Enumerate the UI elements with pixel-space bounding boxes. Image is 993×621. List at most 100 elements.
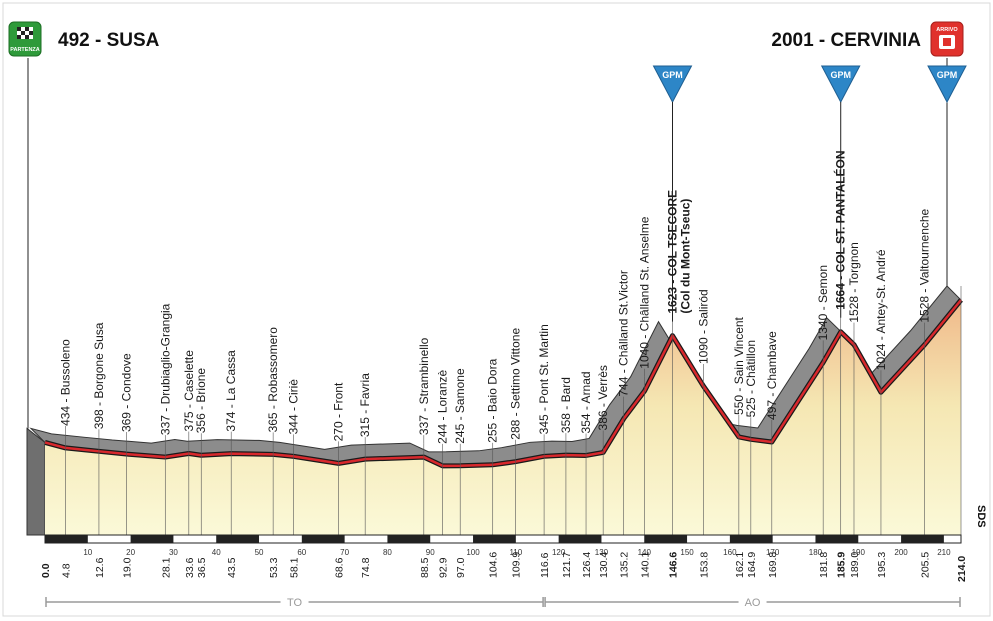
waypoint-label: 345 - Pont St. Martin xyxy=(537,324,551,434)
km-label: 181.8 xyxy=(818,552,830,578)
km-scale-segment xyxy=(301,535,345,543)
waypoint-label: 1040 - Châlland St. Anselme xyxy=(638,216,652,368)
km-label: 162.1 xyxy=(734,552,746,578)
finish-marker: 2001 - CERVINIA ARRIVO xyxy=(771,21,964,57)
region-label: TO xyxy=(287,597,303,609)
km-scale-tick-label: 130 xyxy=(595,548,609,557)
waypoint-label: 434 - Bussoleno xyxy=(59,339,73,426)
km-label: 205.5 xyxy=(920,552,932,578)
km-scale-tick-label: 110 xyxy=(509,548,522,557)
sds-logo: SDS xyxy=(975,505,987,528)
waypoint-label: 315 - Favria xyxy=(358,373,372,437)
km-scale-segment xyxy=(901,535,944,543)
waypoint-label: 255 - Baio Dora xyxy=(486,358,500,442)
km-label: 19.0 xyxy=(121,557,133,578)
waypoint-label: 1090 - Saliród xyxy=(696,289,710,364)
km-scale-segment xyxy=(473,535,516,543)
profile-area xyxy=(45,300,961,535)
km-label: 33.6 xyxy=(184,557,196,578)
km-label: 169.8 xyxy=(767,552,779,578)
km-scale-tick-label: 20 xyxy=(126,548,135,557)
km-scale-tick-label: 190 xyxy=(852,548,866,557)
km-scale-segment xyxy=(558,535,602,543)
km-label: 121.7 xyxy=(561,552,573,578)
km-label: 53.3 xyxy=(268,557,280,578)
km-scale-segment xyxy=(729,535,773,543)
km-scale-tick-label: 70 xyxy=(340,548,349,557)
km-scale-segment xyxy=(130,535,174,543)
km-label: 43.5 xyxy=(226,557,238,578)
gpm-marker-icon xyxy=(927,65,967,104)
waypoint-label: 337 - Drubiaglio-Grangia xyxy=(158,303,172,435)
km-label: 58.1 xyxy=(289,557,301,578)
waypoint-label: 744 - Châlland St.Victor xyxy=(617,270,631,397)
start-marker: PARTENZA 492 - SUSA xyxy=(8,21,160,57)
km-label: 68.6 xyxy=(334,557,346,578)
km-label: 97.0 xyxy=(455,557,467,578)
profile-line xyxy=(44,299,962,468)
km-label: 4.8 xyxy=(61,563,73,578)
km-scale-segment xyxy=(45,535,88,543)
gpm-label: GPM xyxy=(830,70,851,80)
waypoint-label: 356 - Brione xyxy=(194,368,208,434)
waypoint-label: 337 - Strambinello xyxy=(417,337,431,435)
waypoint-label: 375 - Caselette xyxy=(182,350,196,432)
km-label: 126.4 xyxy=(581,552,593,578)
km-label: 0.0 xyxy=(40,563,52,578)
km-scale-tick-label: 210 xyxy=(937,548,951,557)
km-scale-segment xyxy=(644,535,688,543)
start-label: 492 - SUSA xyxy=(58,30,160,51)
region-label: AO xyxy=(745,597,761,609)
km-label: 92.9 xyxy=(438,557,450,578)
gpm-marker-icon xyxy=(820,65,861,104)
waypoint-label: 358 - Bard xyxy=(559,377,573,433)
km-scale-tick-label: 140 xyxy=(638,548,652,557)
waypoint-label: 288 - Settimo Vittone xyxy=(508,328,522,440)
km-label: 164.9 xyxy=(746,552,758,578)
waypoint-label: 365 - Robassomero xyxy=(266,327,280,433)
waypoint-label: 369 - Condove xyxy=(119,353,133,432)
km-label: 104.6 xyxy=(488,552,500,578)
km-label: 12.6 xyxy=(94,557,106,578)
waypoint-label: 354 - Arnad xyxy=(579,371,593,433)
waypoint-label: 1528 - Torgnon xyxy=(847,242,861,323)
waypoint-label: 398 - Borgone Susa xyxy=(92,322,106,429)
km-label: 189.0 xyxy=(849,552,861,578)
km-label: 153.8 xyxy=(698,552,710,578)
km-scale-tick-label: 180 xyxy=(809,548,823,557)
gpm-marker-icon xyxy=(652,65,693,104)
km-scale-tick-label: 30 xyxy=(169,548,178,557)
km-label: 36.5 xyxy=(196,557,208,578)
waypoint-label: 245 - Samone xyxy=(453,368,467,444)
waypoint-sublabel: (Col du Mont-Tseuc) xyxy=(679,199,693,314)
km-scale-segment xyxy=(216,535,260,543)
km-label: 214.0 xyxy=(956,556,968,582)
km-label: 28.1 xyxy=(160,557,172,578)
profile-side-wall xyxy=(26,427,46,536)
arrivo-label: ARRIVO xyxy=(936,27,958,33)
km-label: 74.8 xyxy=(360,557,372,578)
km-label: 146.6 xyxy=(668,552,680,578)
km-scale-tick-label: 10 xyxy=(83,548,92,557)
region-layer: TO AO xyxy=(45,597,961,609)
km-label: 88.5 xyxy=(419,557,431,578)
km-label: 185.9 xyxy=(836,552,848,578)
km-scale-tick-label: 80 xyxy=(383,548,392,557)
km-scale-tick-label: 160 xyxy=(723,548,737,557)
km-label: 116.6 xyxy=(539,552,551,578)
km-scale-tick-label: 100 xyxy=(466,548,480,557)
km-scale-tick-label: 170 xyxy=(766,548,780,557)
km-scale-tick-label: 150 xyxy=(680,548,694,557)
km-scale-tick-label: 40 xyxy=(212,548,221,557)
gpm-label: GPM xyxy=(662,70,683,80)
km-label: 130.4 xyxy=(598,552,610,578)
waypoint-label: 374 - La Cassa xyxy=(224,350,238,432)
waypoint-label: 1528 - Valtournenche xyxy=(918,208,932,322)
km-scale-segment xyxy=(387,535,431,543)
km-label: 195.3 xyxy=(876,552,888,578)
km-label: 140.1 xyxy=(640,552,652,578)
waypoint-label: 550 - Sain Vincent xyxy=(732,316,746,415)
waypoint-label: 525 - Châtillon xyxy=(744,340,758,417)
